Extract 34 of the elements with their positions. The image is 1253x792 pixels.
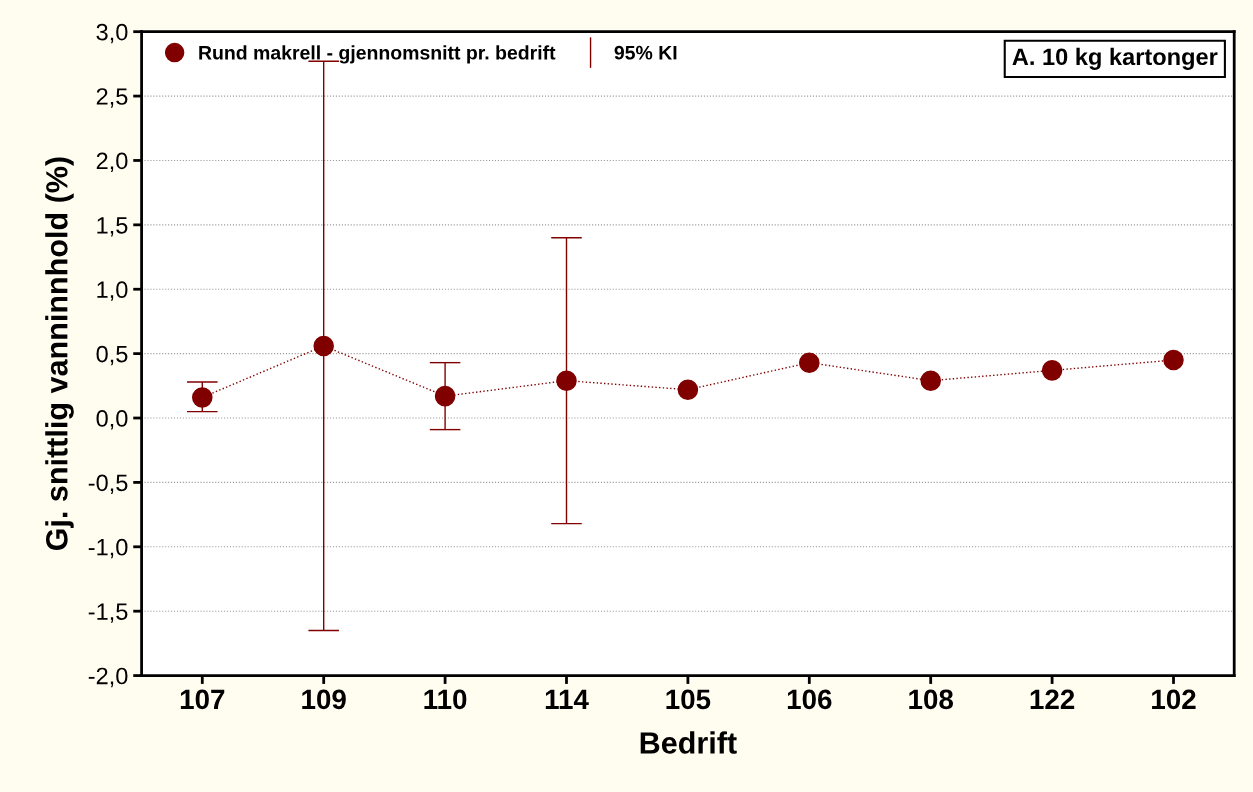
y-tick-label: 1,5: [97, 217, 128, 237]
y-axis-title: Gj. snittlig vanninnhold (%): [45, 157, 74, 551]
x-tick-label: 106: [787, 689, 832, 710]
x-tick-label: 102: [1152, 689, 1196, 710]
y-tick-label: -0,5: [88, 474, 128, 494]
point: [1163, 349, 1184, 371]
legend-label: Rund makrell - gjennomsnitt pr. bedrift: [199, 45, 556, 64]
x-tick-label: 107: [180, 689, 225, 710]
point: [677, 379, 699, 400]
y-tick-label: 1,0: [97, 281, 128, 301]
annotation: A. 10 kg kartonger: [1012, 47, 1218, 70]
x-tick-label: 108: [909, 689, 954, 710]
y-tick-label: -1,0: [88, 538, 128, 559]
point: [799, 352, 820, 373]
y-tick-label: 0,5: [96, 345, 128, 366]
y-tick-label: 3,0: [96, 23, 128, 44]
annotation: 95% KI: [614, 45, 677, 60]
point: [1041, 360, 1063, 381]
y-tick-label: -2,0: [88, 667, 128, 688]
x-tick-label: 109: [302, 689, 346, 710]
point: [192, 387, 213, 408]
point: [313, 335, 334, 357]
x-tick-label: 122: [1030, 689, 1075, 709]
y-tick-label: 0,0: [96, 410, 128, 430]
point: [434, 385, 456, 407]
point: [556, 370, 577, 391]
y-tick-label: 2,5: [96, 88, 128, 108]
x-tick-label: 110: [424, 689, 467, 710]
point: [920, 370, 941, 391]
x-tick-label: 114: [545, 689, 589, 709]
y-tick-label: -1,5: [88, 603, 128, 623]
x-tick-label: 105: [666, 689, 711, 710]
y-tick-label: 2,0: [96, 152, 128, 173]
x-axis-title: Bedrift: [640, 731, 737, 754]
